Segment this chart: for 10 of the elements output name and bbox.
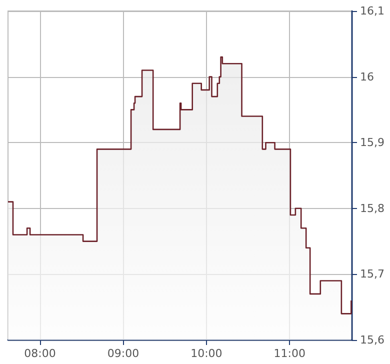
x-tick-label: 11:00	[274, 347, 306, 360]
y-tick-label: 15,8	[360, 202, 384, 215]
x-tick-label: 08:00	[24, 347, 56, 360]
x-tick-label: 09:00	[107, 347, 140, 360]
y-tick-label: 15,7	[360, 268, 384, 281]
y-tick-label: 16	[360, 70, 374, 84]
y-tick-label: 15,9	[360, 136, 384, 150]
y-tick-label: 15,6	[360, 334, 384, 346]
x-tick-label: 10:00	[190, 347, 222, 360]
y-tick-label: 16,1	[360, 4, 384, 18]
